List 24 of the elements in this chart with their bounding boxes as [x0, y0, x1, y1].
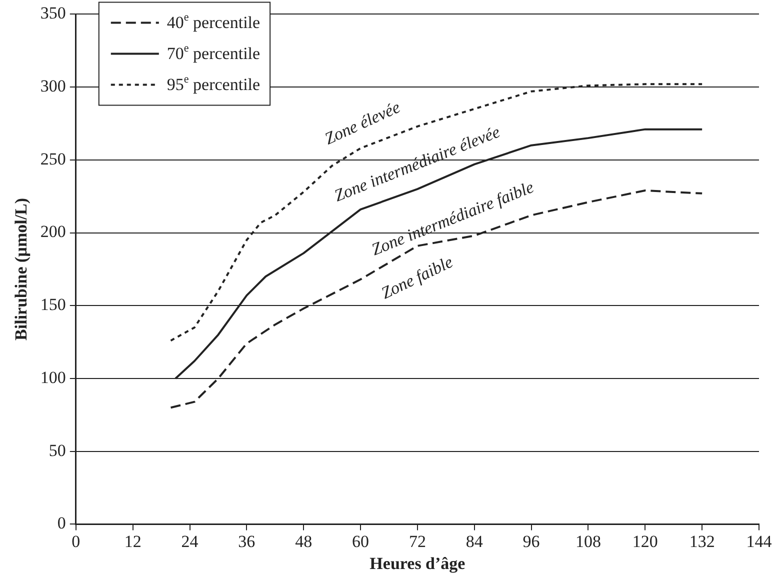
y-tick-label: 50 [48, 440, 66, 460]
x-tick-label: 108 [575, 532, 601, 551]
x-tick-label: 48 [295, 532, 312, 551]
y-tick-label: 150 [40, 295, 66, 314]
y-tick-label: 200 [40, 222, 66, 242]
x-tick-label: 12 [124, 532, 142, 551]
x-tick-label: 60 [352, 532, 370, 551]
x-tick-label: 84 [466, 532, 484, 551]
y-tick-label: 350 [40, 4, 66, 23]
y-tick-label: 0 [57, 514, 66, 533]
x-tick-label: 144 [746, 532, 772, 551]
x-tick-label: 132 [689, 532, 715, 551]
x-axis-title: Heures d’âge [370, 554, 466, 574]
y-axis-title: Bilirubine (µmol/L) [12, 198, 31, 340]
y-tick-label: 100 [40, 368, 66, 387]
y-tick-label: 250 [40, 149, 66, 168]
x-tick-label: 72 [408, 532, 426, 551]
x-tick-label: 0 [72, 532, 80, 551]
annotation: Zone élevée [322, 97, 404, 148]
y-tick-label: 300 [40, 76, 66, 96]
x-tick-label: 24 [181, 532, 199, 551]
x-tick-label: 120 [632, 532, 658, 551]
x-tick-label: 36 [238, 532, 256, 551]
x-tick-label: 96 [522, 532, 540, 551]
